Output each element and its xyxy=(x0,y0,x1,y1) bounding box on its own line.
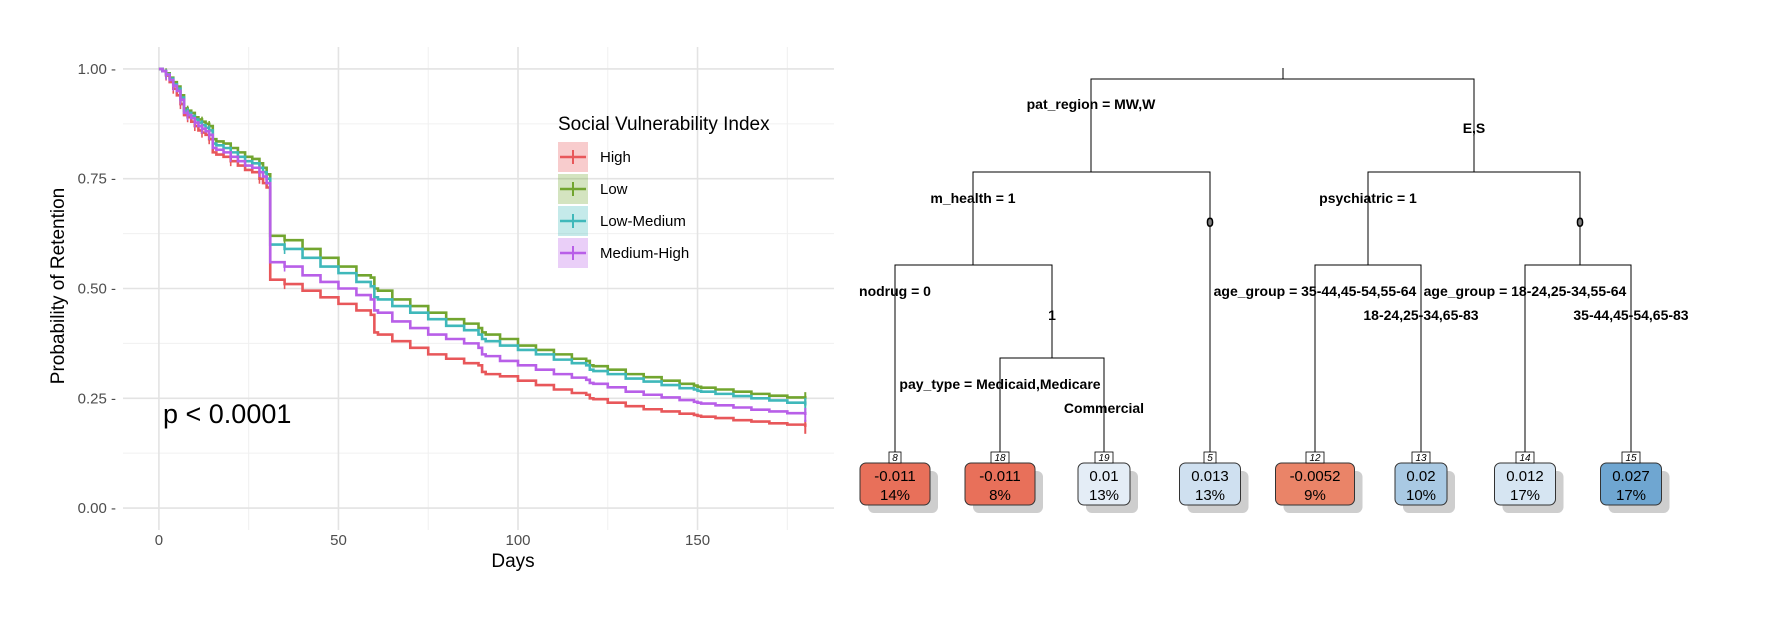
tree-edges xyxy=(894,68,1632,460)
leaf-id: 12 xyxy=(1309,453,1321,464)
legend-label: High xyxy=(600,149,631,166)
split-label-n2-left: m_health = 1 xyxy=(930,190,1015,206)
edge-n7 xyxy=(1524,264,1632,460)
leaf-id: 18 xyxy=(994,453,1006,464)
split-label-root-right: E,S xyxy=(1463,120,1486,136)
leaf-node-8: 8 -0.011 14% xyxy=(859,451,938,513)
legend-label: Medium-High xyxy=(600,245,689,262)
leaf-id: 19 xyxy=(1098,453,1110,464)
legend-entry-low-medium: Low-Medium xyxy=(558,206,686,236)
legend-label: Low-Medium xyxy=(600,213,686,230)
leaf-id: 8 xyxy=(892,453,898,464)
p-value-annotation: p < 0.0001 xyxy=(163,399,291,429)
leaf-id-box xyxy=(1515,451,1535,464)
edge-n9 xyxy=(999,357,1105,460)
split-label-root-left: pat_region = MW,W xyxy=(1027,96,1157,112)
leaf-percent: 9% xyxy=(1304,487,1326,504)
leaf-id-box xyxy=(1094,451,1114,464)
y-tick-label: 0.25 - xyxy=(78,390,116,407)
leaf-percent: 17% xyxy=(1616,487,1646,504)
leaf-id-box xyxy=(888,451,902,464)
split-label-n9-right: Commercial xyxy=(1064,400,1144,416)
leaf-node-14: 14 0.012 17% xyxy=(1494,451,1564,513)
leaf-value: 0.027 xyxy=(1612,468,1650,485)
series-line-medium-high xyxy=(158,67,807,415)
x-tick-label: 50 xyxy=(330,532,347,549)
leaf-node-19: 19 0.01 13% xyxy=(1077,451,1138,513)
leaf-value: 0.01 xyxy=(1089,468,1118,485)
leaf-percent: 8% xyxy=(989,487,1011,504)
split-label-n3-right: 0 xyxy=(1576,214,1584,230)
leaf-id: 15 xyxy=(1625,453,1637,464)
legend-entry-low: Low xyxy=(558,174,628,204)
leaf-id-box xyxy=(990,451,1010,464)
leaf-node-13: 13 0.02 10% xyxy=(1394,451,1455,513)
edge-n6 xyxy=(1314,264,1422,460)
legend: Social Vulnerability Index High Low Low-Me… xyxy=(558,114,770,268)
leaf-id-box xyxy=(1203,451,1217,464)
leaf-node-18: 18 -0.011 8% xyxy=(964,451,1043,513)
edge-n2 xyxy=(972,171,1211,460)
leaf-percent: 17% xyxy=(1510,487,1540,504)
split-label-n6-right: 18-24,25-34,65-83 xyxy=(1363,307,1478,323)
x-tick-label: 0 xyxy=(155,532,163,549)
split-label-n4-left: nodrug = 0 xyxy=(859,283,931,299)
legend-title: Social Vulnerability Index xyxy=(558,114,770,135)
y-axis-title: Probability of Retention xyxy=(48,188,69,384)
edge-n3 xyxy=(1367,171,1581,265)
split-labels: pat_region = MW,W E,S m_health = 1 0 psy… xyxy=(859,96,1689,416)
edge-n4 xyxy=(894,264,1053,460)
legend-entry-high: High xyxy=(558,142,631,172)
x-tick-label: 150 xyxy=(685,532,710,549)
split-label-n3-left: psychiatric = 1 xyxy=(1319,190,1417,206)
legend-label: Low xyxy=(600,181,628,198)
leaf-value: 0.012 xyxy=(1506,468,1544,485)
split-label-n7-right: 35-44,45-54,65-83 xyxy=(1573,307,1688,323)
leaf-percent: 14% xyxy=(880,487,910,504)
series-line-low-medium xyxy=(158,67,807,405)
split-label-n2-right: 0 xyxy=(1206,214,1214,230)
leaf-node-12: 12 -0.0052 9% xyxy=(1275,451,1363,513)
leaf-id: 13 xyxy=(1415,453,1427,464)
chart-background xyxy=(0,0,840,630)
x-axis-title: Days xyxy=(491,551,534,572)
tree-leaves: 8 -0.011 14% 18 -0.011 8% 19 0.01 13% 5 0.013 13% 12… xyxy=(859,451,1670,513)
leaf-node-15: 15 0.027 17% xyxy=(1600,451,1670,513)
series-lines xyxy=(158,67,807,434)
leaf-id: 5 xyxy=(1207,453,1213,464)
axis-ticks: 0 50 100 150 0.00 - 0.25 - 0.50 - 0.75 - 1.00 - xyxy=(78,61,710,549)
leaf-id-box xyxy=(1411,451,1431,464)
y-tick-label: 0.00 - xyxy=(78,500,116,517)
split-label-n7-left: age_group = 18-24,25-34,55-64 xyxy=(1424,283,1627,299)
x-tick-label: 100 xyxy=(505,532,530,549)
leaf-value: 0.02 xyxy=(1406,468,1435,485)
leaf-value: -0.011 xyxy=(979,468,1020,485)
leaf-id: 14 xyxy=(1519,453,1531,464)
leaf-value: 0.013 xyxy=(1191,468,1229,485)
leaf-percent: 13% xyxy=(1195,487,1225,504)
leaf-value: -0.011 xyxy=(874,468,915,485)
y-tick-label: 0.50 - xyxy=(78,281,116,298)
y-tick-label: 0.75 - xyxy=(78,171,116,188)
split-label-n4-right: 1 xyxy=(1048,307,1056,323)
leaf-percent: 13% xyxy=(1089,487,1119,504)
split-label-n9-left: pay_type = Medicaid,Medicare xyxy=(899,376,1100,392)
series-line-low xyxy=(158,67,807,400)
leaf-value: -0.0052 xyxy=(1290,468,1341,485)
leaf-id-box xyxy=(1305,451,1325,464)
leaf-percent: 10% xyxy=(1406,487,1436,504)
y-tick-label: 1.00 - xyxy=(78,61,116,78)
legend-entry-medium-high: Medium-High xyxy=(558,238,689,268)
leaf-node-5: 5 0.013 13% xyxy=(1179,451,1249,513)
split-label-n6-left: age_group = 35-44,45-54,55-64 xyxy=(1214,283,1417,299)
edge-root xyxy=(1090,78,1475,172)
leaf-id-box xyxy=(1621,451,1641,464)
regression-tree-diagram: pat_region = MW,W E,S m_health = 1 0 psy… xyxy=(859,68,1689,513)
